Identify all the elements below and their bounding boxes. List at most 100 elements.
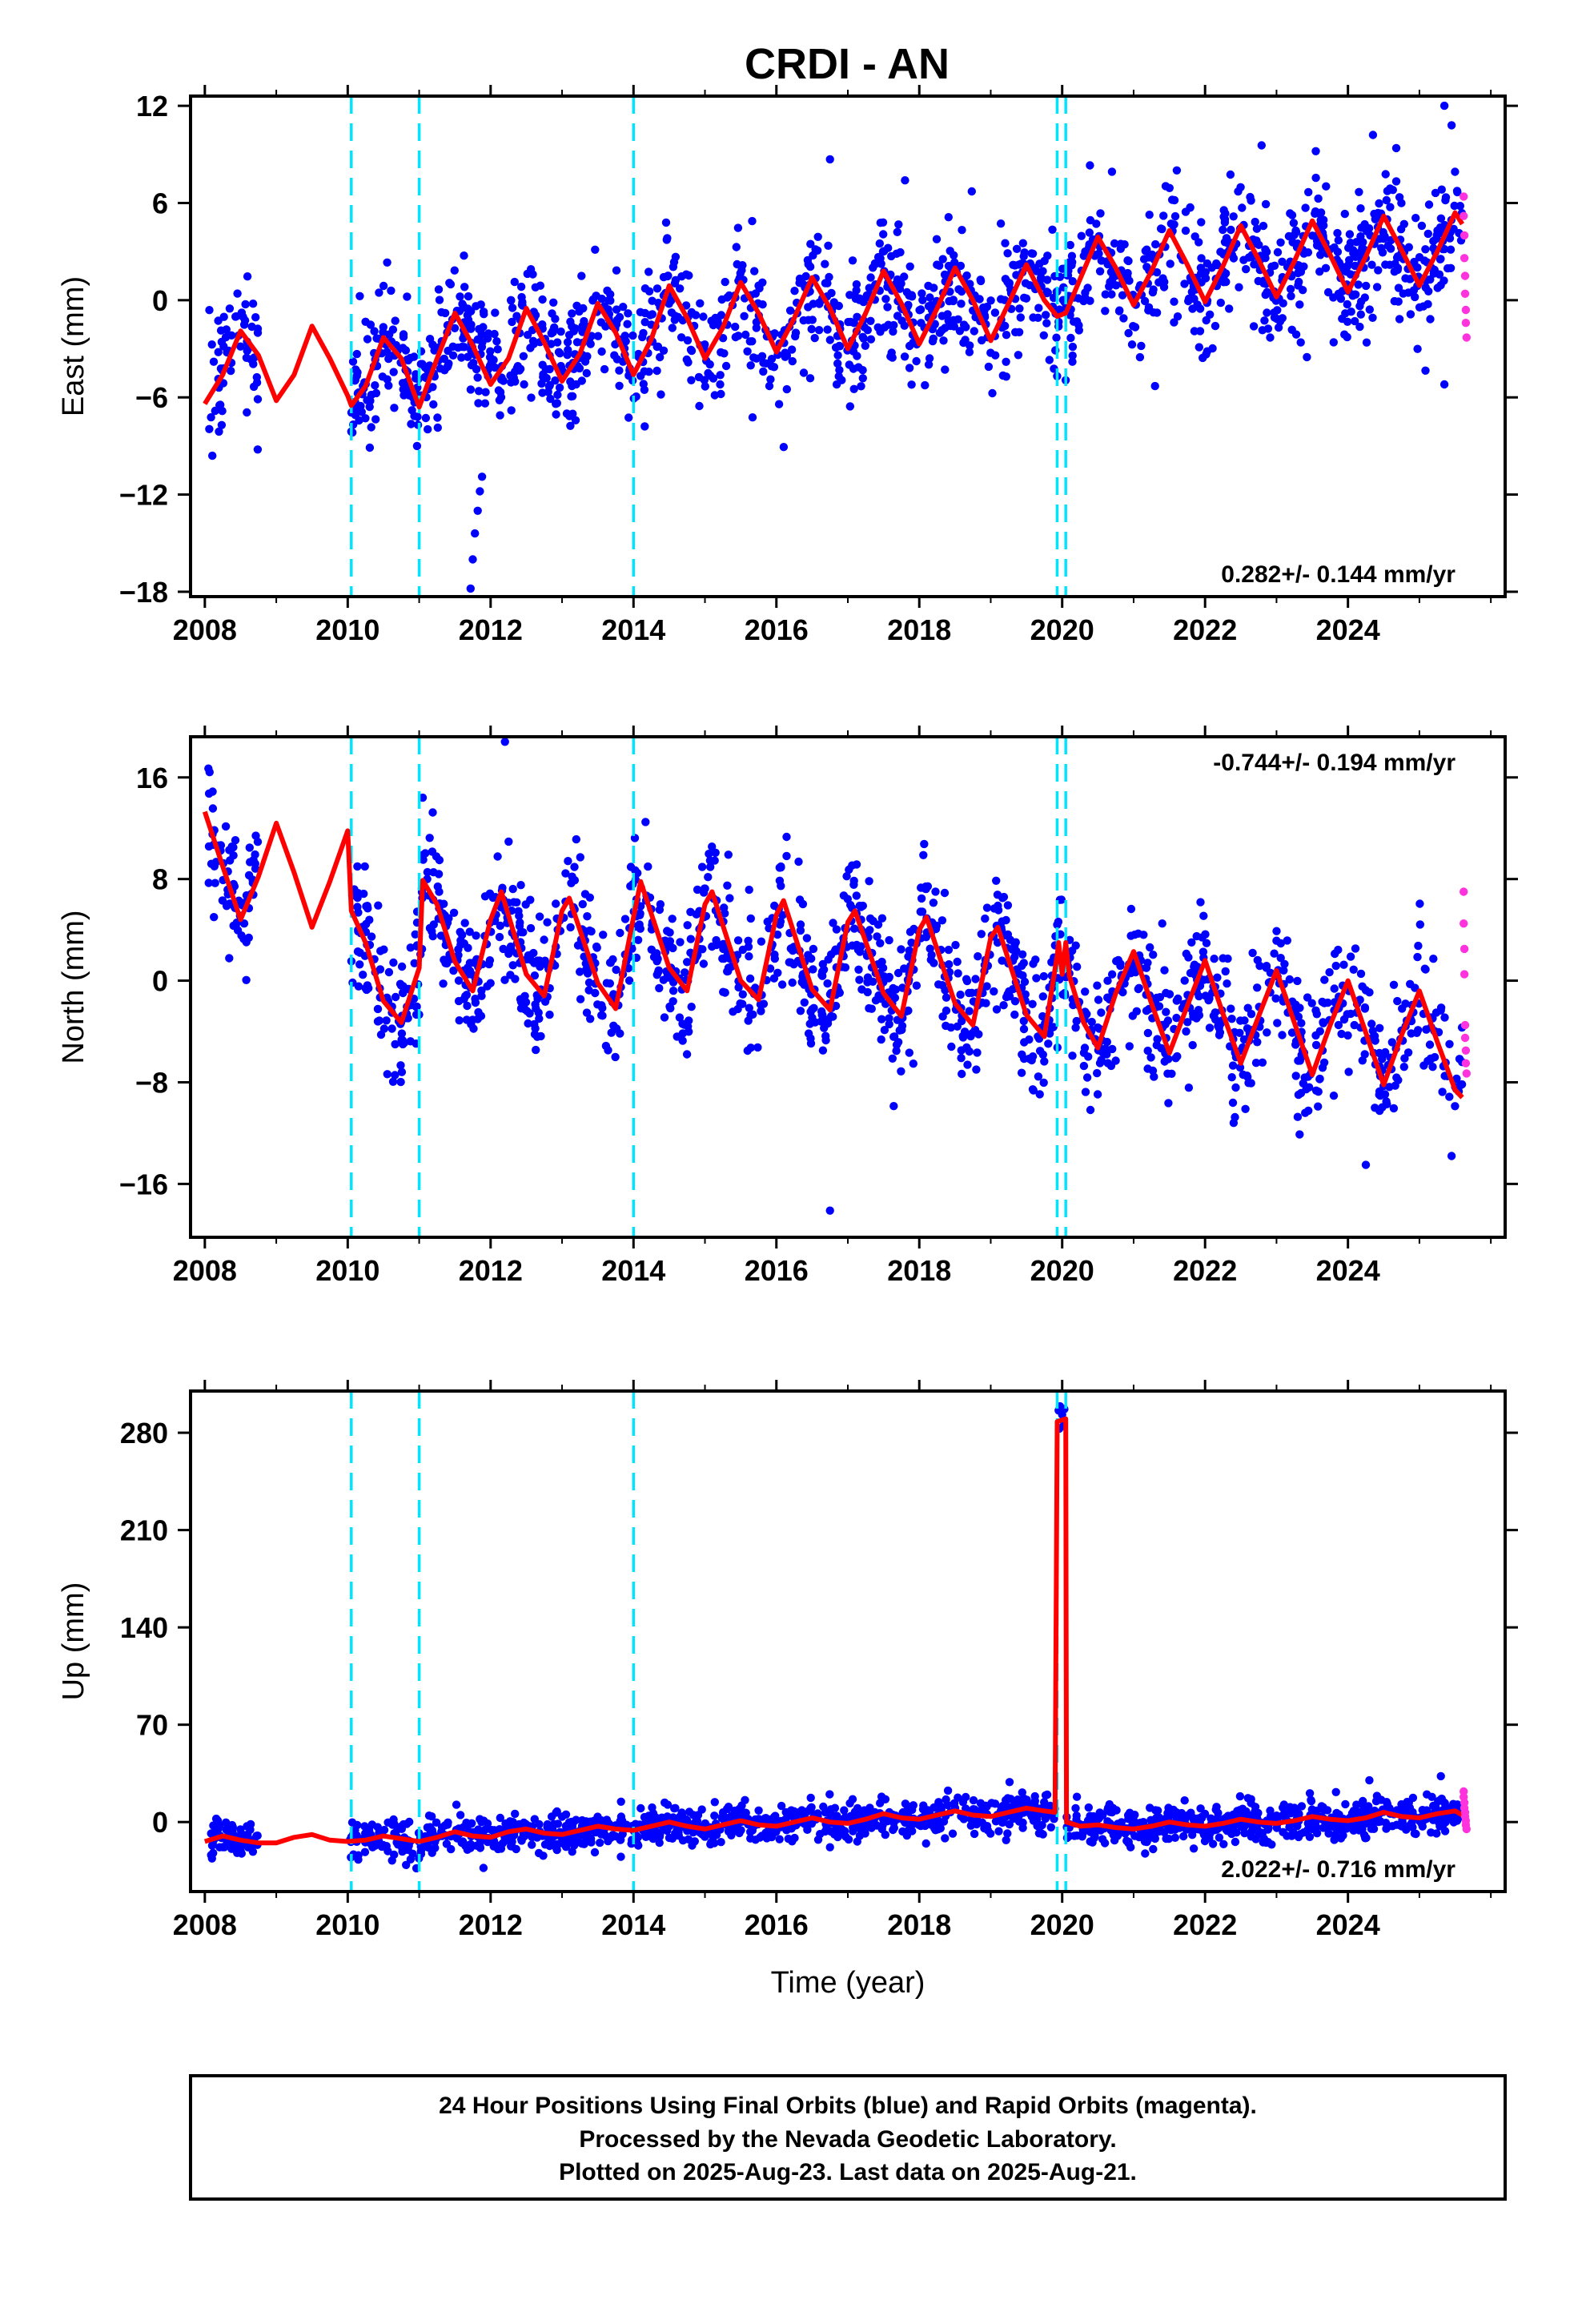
final-orbit-point	[611, 1831, 620, 1841]
final-orbit-point	[1183, 1018, 1192, 1027]
final-orbit-point	[1339, 960, 1348, 969]
final-orbit-point	[612, 965, 620, 975]
final-orbit-point	[1095, 267, 1105, 275]
final-orbit-point	[1356, 204, 1365, 213]
final-orbit-point	[360, 862, 369, 871]
final-orbit-point	[1293, 1112, 1303, 1121]
final-orbit-point	[734, 983, 743, 992]
final-orbit-point	[208, 787, 217, 796]
final-orbit-point	[1086, 215, 1095, 225]
final-orbit-point	[1034, 1072, 1043, 1081]
final-orbit-point	[546, 394, 555, 404]
final-orbit-point	[1190, 960, 1199, 969]
final-orbit-point	[1172, 1013, 1181, 1023]
final-orbit-point	[1073, 1831, 1082, 1840]
final-orbit-point	[597, 347, 606, 356]
final-orbit-point	[746, 361, 755, 370]
final-orbit-point	[1274, 323, 1283, 332]
final-orbit-point	[1247, 1079, 1255, 1088]
final-orbit-point	[581, 965, 591, 975]
final-orbit-point	[423, 867, 432, 877]
final-orbit-point	[661, 218, 671, 227]
final-orbit-point	[1041, 1791, 1050, 1799]
final-orbit-point	[1429, 1801, 1438, 1811]
final-orbit-point	[547, 1835, 556, 1845]
final-orbit-point	[1055, 305, 1064, 314]
final-orbit-point	[1180, 279, 1189, 288]
final-orbit-point	[1199, 911, 1208, 920]
final-orbit-point	[1167, 195, 1177, 204]
model-fit-line	[202, 810, 1464, 1100]
final-orbit-point	[224, 1821, 233, 1830]
final-orbit-point	[753, 1043, 762, 1052]
final-orbit-point	[455, 1016, 464, 1025]
final-orbit-point	[1273, 1814, 1283, 1823]
final-orbit-point	[1002, 331, 1011, 340]
final-orbit-point	[863, 326, 873, 335]
final-orbit-point	[244, 870, 254, 880]
final-orbit-point	[1258, 1058, 1267, 1068]
final-orbit-point	[905, 364, 914, 372]
y-tick-label: 6	[152, 187, 168, 219]
final-orbit-point	[1412, 1028, 1421, 1038]
final-orbit-point	[1424, 200, 1434, 209]
final-orbit-point	[748, 337, 757, 346]
final-orbit-point	[720, 954, 729, 963]
final-orbit-point	[723, 293, 732, 302]
final-orbit-point	[904, 952, 913, 961]
final-orbit-point	[1374, 266, 1383, 275]
final-orbit-point	[826, 950, 836, 959]
final-orbit-point	[676, 284, 685, 293]
final-orbit-point	[456, 1811, 465, 1819]
final-orbit-point	[1404, 243, 1414, 251]
final-orbit-point	[1029, 313, 1038, 322]
final-orbit-point	[1040, 1057, 1049, 1066]
x-tick-label: 2008	[173, 613, 237, 646]
final-orbit-point	[1222, 1825, 1231, 1834]
final-orbit-point	[1195, 343, 1204, 352]
final-orbit-point	[1035, 1090, 1044, 1099]
final-orbit-point	[640, 422, 649, 431]
final-orbit-point	[1301, 203, 1310, 212]
final-orbit-point	[1391, 177, 1401, 186]
final-orbit-point	[893, 312, 902, 320]
final-orbit-point	[572, 301, 581, 310]
final-orbit-point	[428, 1848, 436, 1857]
final-orbit-point	[1415, 899, 1424, 908]
final-orbit-point	[1237, 1823, 1246, 1831]
final-orbit-point	[363, 1826, 371, 1835]
final-orbit-point	[1228, 1061, 1238, 1070]
final-orbit-point	[526, 344, 535, 352]
final-orbit-point	[1033, 1821, 1042, 1831]
final-orbit-point	[1437, 185, 1447, 194]
final-orbit-point	[208, 451, 217, 460]
final-orbit-point	[407, 420, 416, 428]
x-tick-label: 2018	[887, 1908, 951, 1941]
final-orbit-point	[870, 259, 880, 269]
final-orbit-point	[1426, 1054, 1435, 1063]
final-orbit-point	[899, 1808, 908, 1818]
final-orbit-point	[948, 1829, 958, 1838]
final-orbit-point	[777, 980, 787, 989]
final-orbit-point	[965, 1007, 974, 1015]
final-orbit-point	[840, 1806, 849, 1815]
final-orbit-point	[379, 1024, 389, 1033]
final-orbit-point	[351, 411, 360, 420]
final-orbit-point	[612, 305, 621, 314]
final-orbit-point	[356, 401, 365, 411]
final-orbit-point	[796, 1007, 805, 1015]
final-orbit-point	[419, 855, 428, 864]
final-orbit-point	[1140, 1837, 1150, 1846]
final-orbit-point	[869, 916, 877, 926]
final-orbit-point	[1346, 1009, 1355, 1019]
final-orbit-point	[220, 1843, 229, 1852]
final-orbit-point	[1253, 1038, 1262, 1047]
final-orbit-point	[921, 1839, 930, 1848]
final-orbit-point	[1096, 209, 1105, 218]
final-orbit-point	[640, 1831, 650, 1840]
final-orbit-point	[538, 388, 547, 397]
final-orbit-point	[547, 340, 556, 348]
final-orbit-point	[1003, 1829, 1012, 1838]
y-tick-label: 16	[136, 762, 168, 794]
final-orbit-point	[765, 381, 774, 391]
